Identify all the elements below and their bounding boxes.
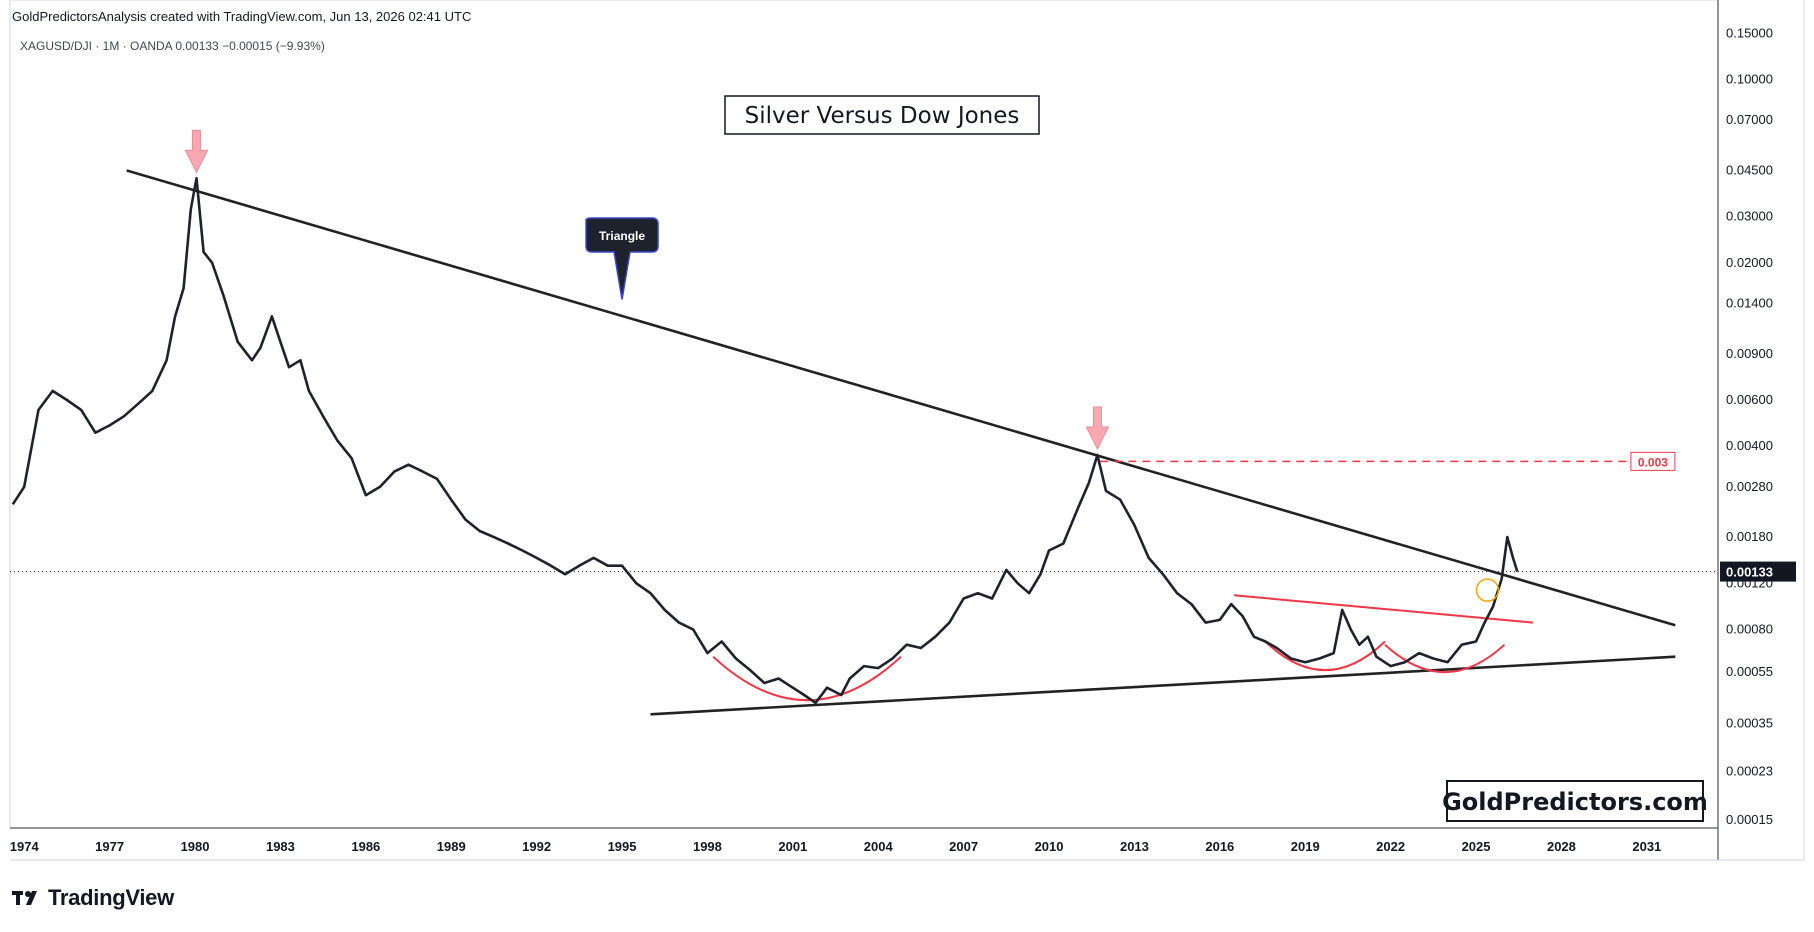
- x-tick-label: 2025: [1462, 839, 1491, 854]
- tradingview-logo-icon: [12, 891, 37, 905]
- x-tick-label: 1992: [522, 839, 551, 854]
- x-tick-label: 1998: [693, 839, 722, 854]
- peak-arrow-icon: [1085, 406, 1110, 451]
- rounding-bottom-arc: [712, 655, 902, 702]
- x-tick-label: 2007: [949, 839, 978, 854]
- y-tick-label: 0.10000: [1726, 72, 1773, 87]
- x-tick-label: 2004: [864, 839, 894, 854]
- x-tick-label: 1974: [10, 839, 40, 854]
- peak-arrow-icon: [184, 129, 209, 174]
- y-tick-label: 0.15000: [1726, 25, 1773, 40]
- x-tick-label: 1983: [266, 839, 295, 854]
- rounding-bottom-arc: [1384, 643, 1506, 673]
- tradingview-logo[interactable]: TradingView: [12, 885, 174, 911]
- x-tick-label: 2013: [1120, 839, 1149, 854]
- y-tick-label: 0.00055: [1726, 664, 1773, 679]
- x-tick-label: 1995: [608, 839, 637, 854]
- breakout-circle: [1475, 578, 1500, 602]
- lower-trendline: [650, 655, 1676, 716]
- last-price-label: 0.00133: [1726, 565, 1773, 580]
- y-tick-label: 0.00280: [1726, 479, 1773, 494]
- callout-label: Triangle: [599, 229, 645, 243]
- upper-trendline: [126, 169, 1676, 627]
- neckline: [1233, 594, 1534, 624]
- x-tick-label: 2010: [1035, 839, 1064, 854]
- title-box: [724, 95, 1040, 135]
- x-tick-label: 2031: [1632, 839, 1661, 854]
- y-tick-label: 0.01400: [1726, 295, 1773, 310]
- x-tick-label: 2019: [1291, 839, 1320, 854]
- x-tick-label: 1989: [437, 839, 466, 854]
- y-tick-label: 0.00900: [1726, 346, 1773, 361]
- watermark-text: GoldPredictors.com: [1442, 788, 1708, 816]
- y-tick-label: 0.00600: [1726, 392, 1773, 407]
- x-tick-label: 2022: [1376, 839, 1405, 854]
- attribution-text: GoldPredictorsAnalysis created with Trad…: [12, 9, 472, 24]
- watermark-box: [1446, 780, 1704, 822]
- y-tick-label: 0.03000: [1726, 209, 1773, 224]
- callout-bubble[interactable]: [585, 217, 659, 300]
- rounding-bottom-arc: [1264, 640, 1386, 671]
- x-tick-label: 1980: [181, 839, 210, 854]
- x-tick-label: 1977: [95, 839, 124, 854]
- price-series-line[interactable]: [11, 177, 1519, 705]
- chart-title: Silver Versus Dow Jones: [745, 103, 1020, 129]
- x-tick-label: 2001: [778, 839, 807, 854]
- y-tick-label: 0.00080: [1726, 621, 1773, 636]
- y-tick-label: 0.00035: [1726, 716, 1773, 731]
- y-tick-label: 0.02000: [1726, 255, 1773, 270]
- y-tick-label: 0.00015: [1726, 812, 1773, 827]
- symbol-legend[interactable]: XAGUSD/DJI · 1M · OANDA 0.00133 −0.00015…: [20, 39, 325, 53]
- x-tick-label: 2016: [1205, 839, 1234, 854]
- x-tick-label: 1986: [351, 839, 380, 854]
- last-price-badge: [1720, 561, 1796, 582]
- y-tick-label: 0.00180: [1726, 529, 1773, 544]
- tradingview-brand: TradingView: [48, 885, 174, 910]
- x-tick-label: 2028: [1547, 839, 1576, 854]
- level-label: 0.003: [1638, 455, 1668, 469]
- level-label-box: [1630, 451, 1676, 471]
- y-tick-label: 0.07000: [1726, 112, 1773, 127]
- y-tick-label: 0.00023: [1726, 763, 1773, 778]
- y-tick-label: 0.00400: [1726, 438, 1773, 453]
- y-tick-label: 0.04500: [1726, 162, 1773, 177]
